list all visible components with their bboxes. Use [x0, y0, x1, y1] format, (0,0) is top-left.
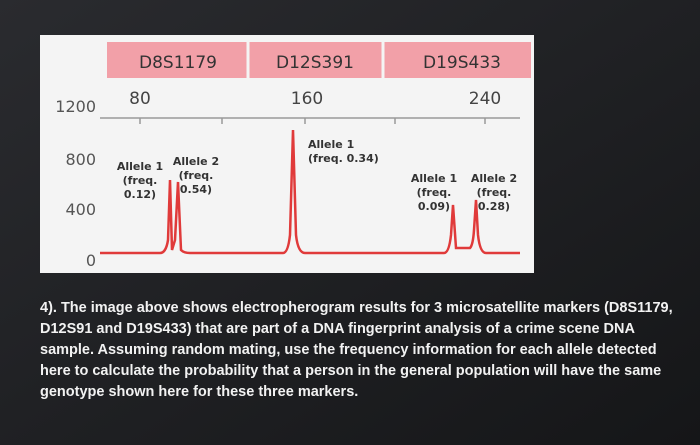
allele-annotation: Allele 1 [117, 160, 163, 173]
allele-annotation: 0.12) [124, 188, 156, 201]
allele-annotation: (freq. [179, 169, 214, 182]
allele-annotation: Allele 1 [411, 172, 457, 185]
question-text: sample. Assuming random mating, use the … [40, 342, 657, 358]
marker-band [107, 42, 531, 78]
y-label: 800 [65, 150, 96, 169]
marker-label: D8S1179 [139, 53, 217, 73]
y-label: 400 [65, 200, 96, 219]
question-text: here to calculate the probability that a… [40, 363, 661, 379]
question-text: D12S91 and D19S433) that are part of a D… [40, 321, 635, 337]
allele-annotation: (freq. 0.34) [308, 152, 379, 165]
allele-annotation: (freq. [417, 186, 452, 199]
question-text: genotype shown here for these three mark… [40, 384, 358, 400]
allele-annotation: (freq. [477, 186, 512, 199]
question-text: 4). The image above shows electropherogr… [40, 300, 673, 316]
scale-label: 80 [129, 89, 151, 109]
scale-label: 160 [291, 89, 323, 109]
y-label: 1200 [55, 97, 96, 116]
allele-annotation: 0.28) [478, 200, 510, 213]
allele-annotation: Allele 1 [308, 138, 354, 151]
marker-label: D12S391 [276, 53, 354, 73]
allele-annotation: Allele 2 [471, 172, 517, 185]
electropherogram-trace [100, 129, 520, 255]
allele-annotation: 0.54) [180, 183, 212, 196]
scale-label: 240 [469, 89, 501, 109]
allele-annotation: 0.09) [418, 200, 450, 213]
allele-annotation: (freq. [123, 174, 158, 187]
scale-ticks [139, 118, 486, 124]
y-label: 0 [86, 251, 96, 270]
allele-annotation: Allele 2 [173, 155, 219, 168]
marker-label: D19S433 [423, 53, 501, 73]
